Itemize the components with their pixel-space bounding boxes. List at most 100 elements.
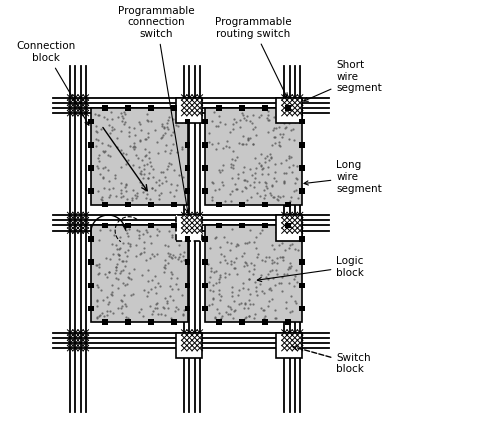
Point <box>229 148 237 155</box>
Bar <box>102 223 107 228</box>
Point <box>137 251 144 258</box>
Point <box>242 117 250 123</box>
Point <box>287 262 295 269</box>
Point <box>276 193 284 200</box>
Bar <box>276 332 302 359</box>
Point <box>242 184 249 191</box>
Point <box>122 227 130 233</box>
Point <box>125 274 133 281</box>
Bar <box>185 188 191 194</box>
Point <box>223 239 231 246</box>
Point <box>174 286 182 292</box>
Point <box>112 275 120 282</box>
Bar <box>88 259 94 265</box>
Point <box>208 268 215 275</box>
Point <box>245 276 253 283</box>
Point <box>251 123 259 130</box>
Point <box>205 260 212 267</box>
Point <box>158 179 166 186</box>
Point <box>219 144 227 151</box>
Point <box>180 307 188 313</box>
Point <box>99 175 106 182</box>
Point <box>233 270 241 277</box>
Point <box>132 252 140 259</box>
Point <box>276 131 284 138</box>
Bar <box>171 202 176 207</box>
Point <box>133 227 141 233</box>
Point <box>119 114 126 121</box>
Point <box>209 179 217 186</box>
Point <box>151 305 159 312</box>
Point <box>132 151 140 158</box>
Point <box>124 247 132 254</box>
Point <box>205 138 213 145</box>
Point <box>94 154 102 161</box>
Bar <box>175 98 202 123</box>
Point <box>266 284 274 291</box>
Point <box>135 163 143 170</box>
Point <box>108 282 116 289</box>
Point <box>172 307 179 314</box>
Point <box>272 267 280 274</box>
Point <box>252 287 260 294</box>
Point <box>153 251 161 258</box>
Point <box>104 273 111 280</box>
Bar <box>276 98 302 123</box>
Bar <box>299 165 305 171</box>
Point <box>161 242 169 249</box>
Point <box>105 269 113 276</box>
Point <box>276 253 284 260</box>
Point <box>275 197 282 203</box>
Point <box>291 246 299 253</box>
Bar <box>148 202 154 207</box>
Point <box>161 261 169 268</box>
Point <box>123 196 131 203</box>
Point <box>261 258 269 265</box>
Point <box>280 180 288 187</box>
Point <box>269 194 277 201</box>
Point <box>164 117 172 123</box>
Point <box>115 304 122 311</box>
Point <box>153 138 161 145</box>
Point <box>135 308 143 315</box>
Point <box>120 239 127 246</box>
Point <box>117 147 125 154</box>
Point <box>143 116 151 123</box>
Point <box>103 307 111 314</box>
Point <box>159 169 167 176</box>
Point <box>143 293 151 300</box>
Point <box>160 311 168 318</box>
Point <box>109 184 117 191</box>
Point <box>257 163 265 170</box>
Bar <box>91 225 188 322</box>
Point <box>277 111 285 118</box>
Point <box>135 119 143 126</box>
Bar <box>299 142 305 147</box>
Point <box>262 179 270 186</box>
Point <box>286 260 294 267</box>
Point <box>151 126 159 133</box>
Point <box>164 162 172 169</box>
Point <box>239 280 247 286</box>
Point <box>118 179 125 186</box>
Point <box>252 164 260 171</box>
Point <box>252 131 260 138</box>
Point <box>264 270 272 277</box>
Point <box>92 142 100 149</box>
Point <box>119 149 127 156</box>
Point <box>168 161 175 168</box>
Point <box>226 190 234 197</box>
Point <box>259 257 266 264</box>
Point <box>271 160 279 167</box>
Point <box>175 172 183 179</box>
Point <box>140 286 148 293</box>
Point <box>117 296 125 303</box>
Point <box>273 125 280 132</box>
Point <box>137 167 144 174</box>
Point <box>221 269 228 276</box>
Point <box>167 181 175 187</box>
Bar <box>125 202 131 207</box>
Point <box>101 147 109 154</box>
Bar <box>148 223 154 228</box>
Point <box>282 305 290 312</box>
